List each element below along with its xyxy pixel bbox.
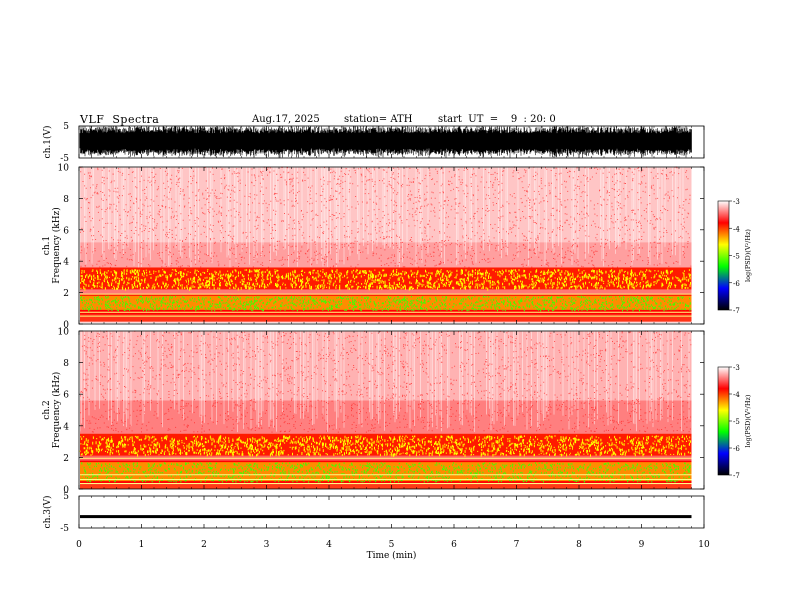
- x-tick-label: 3: [264, 540, 270, 550]
- spectrogram-speckle: [80, 166, 692, 268]
- colorbar-tick-label: -4: [733, 391, 740, 399]
- y-tick-label: -5: [60, 154, 69, 164]
- ch3-waveform-x-ticks: [78, 496, 705, 528]
- x-tick-label: 0: [76, 540, 82, 550]
- colorbar-tick-label: -7: [733, 472, 740, 480]
- colorbar-tick-label: -6: [733, 445, 740, 453]
- ch1-spectrogram-colorbar-label: log(PSD)(V²/Hz): [744, 229, 752, 282]
- spectrogram-green-specks: [80, 295, 691, 312]
- spectrogram-no-data: [691, 332, 703, 488]
- colorbar-tick-label: -3: [733, 364, 740, 372]
- x-tick-label: 2: [201, 540, 207, 550]
- spectrogram-yellow-specks: [79, 435, 691, 457]
- ch1-y-axis-label: ch.1(V): [42, 126, 53, 159]
- ch3-y-axis-label: ch.3(V): [42, 496, 53, 529]
- colorbar-tick-label: -3: [733, 198, 740, 206]
- y-tick-label: 0: [63, 321, 69, 331]
- ch1-waveform-trace: [79, 126, 692, 158]
- spectrogram-band: [80, 400, 692, 434]
- colorbar-tick-label: -5: [733, 418, 740, 426]
- spectrogram-green-specks: [81, 462, 691, 483]
- chart-title: VLF Spectra: [80, 113, 160, 126]
- ch1-spectrogram-colorbar: [717, 200, 730, 311]
- y-tick-label: 6: [63, 226, 69, 236]
- x-tick-label: 7: [514, 540, 520, 550]
- colorbar-tick-label: -5: [733, 253, 740, 261]
- y-tick-label: 8: [63, 195, 69, 205]
- y-tick-label: -5: [60, 524, 69, 534]
- ch1-spectrogram-x-ticks: [78, 167, 705, 324]
- ch2-spectrogram-colorbar-label: log(PSD)(V²/Hz): [744, 394, 752, 447]
- y-tick-label: 5: [63, 122, 69, 132]
- y-tick-label: 10: [58, 164, 70, 174]
- y-tick-label: 10: [58, 328, 70, 338]
- x-tick-label: 10: [698, 540, 710, 550]
- x-tick-label: 9: [639, 540, 645, 550]
- spectrogram-no-data: [691, 168, 703, 323]
- y-tick-label: 2: [63, 289, 69, 299]
- ch1-spectrogram-frequency-label: Frequency (kHz): [51, 207, 62, 284]
- y-tick-label: 4: [63, 258, 69, 268]
- spectrogram-band: [80, 484, 692, 489]
- spectrogram-yellow-specks: [80, 269, 691, 291]
- ch1-spectrogram-channel-label: ch.1: [42, 236, 52, 255]
- x-axis-label: Time (min): [367, 550, 417, 561]
- x-tick-label: 6: [451, 540, 457, 550]
- ch2-spectrogram-x-ticks: [78, 331, 705, 489]
- y-tick-label: 2: [63, 454, 69, 464]
- spectrogram-band: [80, 289, 692, 295]
- y-tick-label: 0: [63, 486, 69, 496]
- start-time-label: start UT = 9 : 20: 0: [438, 114, 556, 125]
- x-tick-label: 5: [389, 540, 395, 550]
- spectrogram-band: [80, 314, 692, 322]
- colorbar-tick-label: -7: [733, 307, 740, 315]
- spectrogram-low-band: [80, 295, 692, 310]
- ch2-spectrogram-colorbar: [717, 366, 730, 476]
- colorbar-tick-label: -4: [733, 225, 740, 233]
- spectrogram-band: [80, 331, 692, 401]
- y-tick-label: 8: [63, 359, 69, 369]
- y-tick-label: 4: [63, 422, 69, 432]
- x-tick-label: 8: [576, 540, 582, 550]
- ch2-spectrogram-image: [79, 330, 703, 489]
- colorbar-tick-label: -6: [733, 280, 740, 288]
- ch2-spectrogram-channel-label: ch.2: [42, 400, 52, 419]
- y-tick-label: 6: [63, 391, 69, 401]
- ch3-waveform-trace: [80, 515, 692, 519]
- x-tick-label: 1: [139, 540, 145, 550]
- ch2-spectrogram-frequency-label: Frequency (kHz): [51, 372, 62, 449]
- date-label: Aug.17, 2025: [252, 114, 320, 125]
- ch1-spectrogram-image: [79, 166, 703, 323]
- ch3-waveform-frame: [78, 495, 705, 529]
- x-tick-label: 4: [326, 540, 332, 550]
- station-label: station= ATH: [344, 114, 413, 125]
- y-tick-label: 5: [63, 492, 69, 502]
